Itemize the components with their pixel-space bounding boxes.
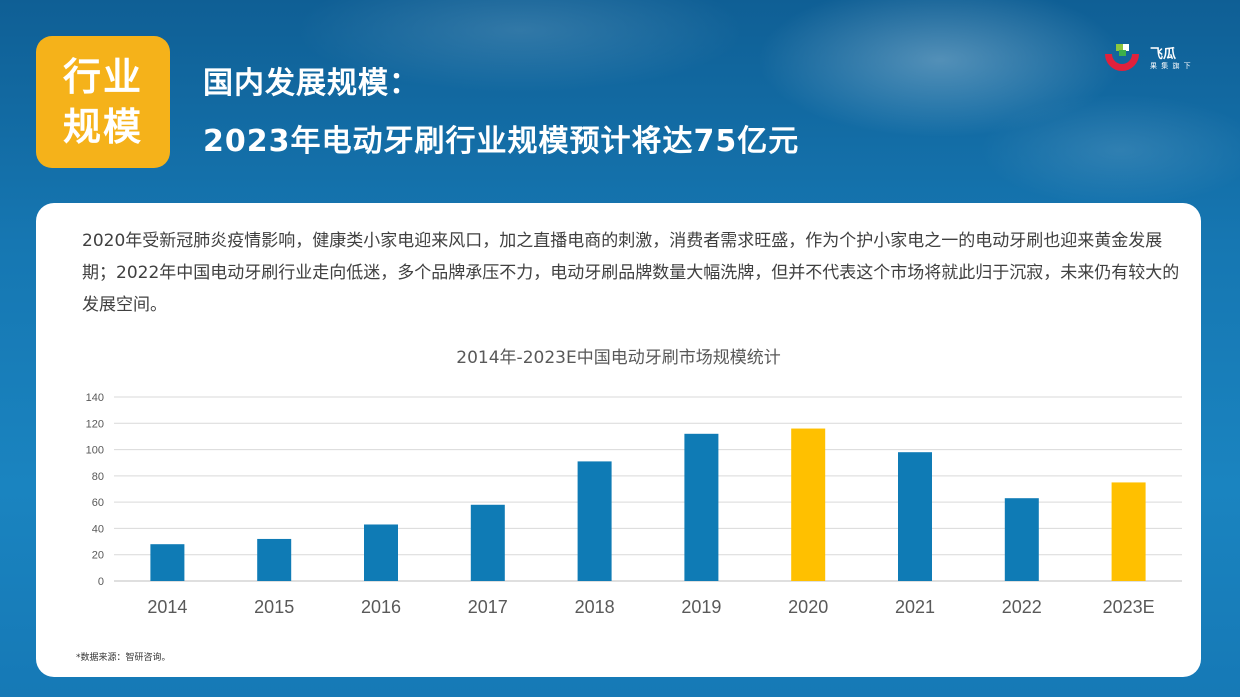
chart-title: 2014年-2023E中国电动牙刷市场规模统计: [456, 348, 781, 368]
bar-2019: [684, 433, 719, 581]
bar-2021: [898, 452, 932, 581]
x-tick-label: 2018: [575, 597, 615, 617]
water-background: [0, 0, 1240, 220]
y-tick-label: 80: [92, 471, 104, 483]
brand-name: 飞瓜: [1150, 47, 1177, 62]
intro-paragraph: 2020年受新冠肺炎疫情影响，健康类小家电迎来风口，加之直播电商的刺激，消费者需…: [82, 231, 1180, 315]
y-tick-label: 140: [86, 392, 104, 404]
y-tick-label: 0: [98, 576, 104, 588]
x-tick-label: 2014: [147, 597, 187, 617]
x-axis-ticks: 2014 2015 2016 2017 2018 2019 2020 2021 2022 2023…: [147, 597, 1154, 617]
x-tick-label: 2021: [895, 597, 935, 617]
x-tick-label: 2016: [361, 597, 401, 617]
x-tick-label: 2019: [681, 597, 721, 617]
bar-2014: [150, 544, 185, 581]
tag-line-1: 行业: [62, 55, 143, 99]
page-heading-line-2: 2023年电动牙刷行业规模预计将达75亿元: [203, 124, 800, 159]
section-tag: 行业 规模: [36, 36, 170, 168]
tag-line-2: 规模: [62, 105, 143, 149]
chart-bars: [150, 428, 1146, 581]
bar-2020: [791, 428, 826, 581]
y-tick-label: 100: [86, 445, 104, 457]
x-tick-label: 2020: [788, 597, 828, 617]
bar-2017: [470, 504, 505, 581]
x-tick-label: 2022: [1002, 597, 1042, 617]
bar-2022: [1004, 498, 1039, 581]
y-tick-label: 60: [92, 497, 104, 509]
y-tick-label: 120: [86, 418, 104, 430]
source-note: *数据来源：智研咨询。: [76, 653, 171, 663]
x-tick-label: 2015: [254, 597, 294, 617]
x-tick-label: 2017: [468, 597, 508, 617]
content-card: 2020年受新冠肺炎疫情影响，健康类小家电迎来风口，加之直播电商的刺激，消费者需…: [36, 203, 1201, 677]
brand-subtitle: 果 集 旗 下: [1150, 62, 1192, 70]
y-axis-ticks: 0 20 40 60 80 100 120 140: [86, 392, 104, 588]
bar-2016: [364, 524, 398, 581]
brand-logo-icon: [1105, 44, 1139, 71]
x-tick-label: 2023E: [1103, 597, 1155, 617]
chart-grid: [114, 396, 1182, 582]
bar-2015: [257, 538, 292, 581]
brand-logo: 飞瓜 果 集 旗 下: [1102, 40, 1202, 76]
y-tick-label: 20: [92, 550, 104, 562]
bar-2023E: [1111, 482, 1146, 581]
page-heading-line-1: 国内发展规模：: [203, 66, 420, 101]
bar-2018: [577, 461, 612, 581]
y-tick-label: 40: [92, 523, 104, 535]
